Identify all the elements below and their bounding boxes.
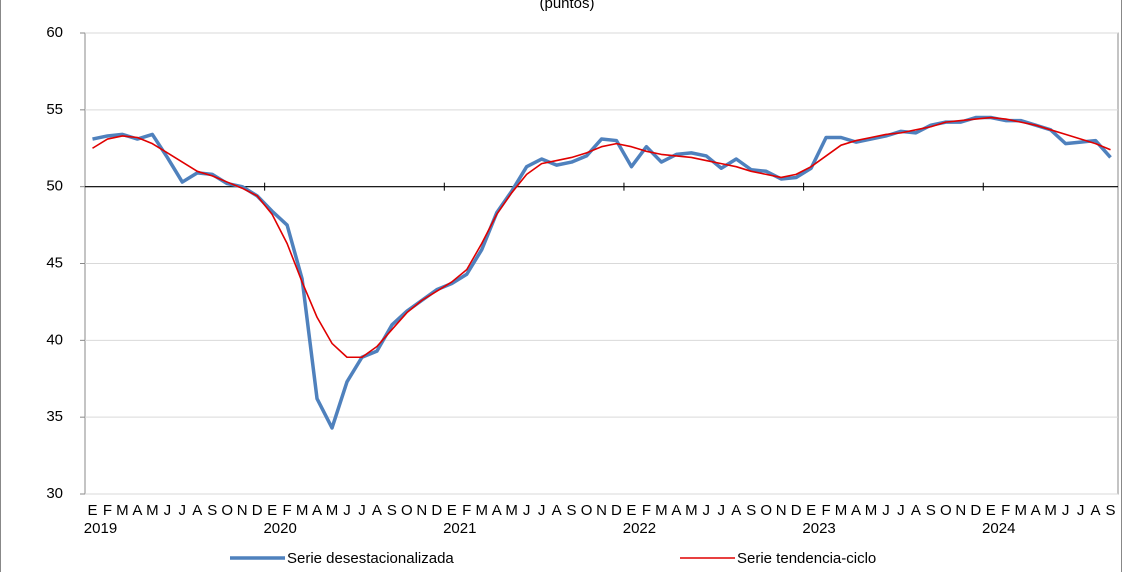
year-label: 2024 — [982, 520, 1015, 537]
x-tick-label: E — [267, 502, 277, 519]
x-tick-label: J — [164, 502, 172, 519]
x-tick-label: J — [358, 502, 366, 519]
y-tick-label: 40 — [46, 331, 63, 348]
x-tick-label: F — [103, 502, 112, 519]
year-label: 2022 — [623, 520, 656, 537]
x-tick-label: N — [596, 502, 607, 519]
x-tick-label: F — [1001, 502, 1010, 519]
x-tick-label: S — [387, 502, 397, 519]
year-label: 2020 — [263, 520, 296, 537]
x-tick-label: J — [882, 502, 890, 519]
x-tick-label: S — [746, 502, 756, 519]
legend-label: Serie tendencia-ciclo — [737, 550, 876, 567]
x-tick-label: J — [179, 502, 187, 519]
x-tick-label: M — [296, 502, 309, 519]
x-tick-label: N — [955, 502, 966, 519]
x-tick-label: N — [416, 502, 427, 519]
x-tick-label: J — [718, 502, 726, 519]
x-tick-label: F — [821, 502, 830, 519]
x-tick-label: A — [492, 502, 502, 519]
year-label: 2019 — [84, 520, 117, 537]
x-tick-label: J — [523, 502, 531, 519]
x-tick-label: E — [986, 502, 996, 519]
x-tick-label: E — [626, 502, 636, 519]
x-tick-label: M — [865, 502, 878, 519]
x-tick-label: O — [760, 502, 772, 519]
x-tick-label: D — [431, 502, 442, 519]
x-tick-label: S — [567, 502, 577, 519]
x-tick-label: D — [791, 502, 802, 519]
x-tick-label: M — [146, 502, 159, 519]
x-tick-label: O — [401, 502, 413, 519]
x-tick-label: M — [116, 502, 129, 519]
x-tick-label: J — [703, 502, 711, 519]
y-tick-label: 30 — [46, 485, 63, 502]
x-tick-label: J — [343, 502, 351, 519]
x-tick-label: F — [283, 502, 292, 519]
x-tick-label: M — [835, 502, 848, 519]
x-tick-label: E — [87, 502, 97, 519]
y-tick-label: 45 — [46, 254, 63, 271]
x-tick-label: N — [776, 502, 787, 519]
x-tick-label: F — [462, 502, 471, 519]
x-tick-label: M — [475, 502, 488, 519]
x-tick-label: N — [237, 502, 248, 519]
x-tick-label: O — [940, 502, 952, 519]
x-tick-label: M — [505, 502, 518, 519]
x-tick-label: M — [1014, 502, 1027, 519]
x-tick-label: A — [372, 502, 382, 519]
x-tick-label: O — [581, 502, 593, 519]
y-tick-label: 60 — [46, 24, 63, 41]
x-tick-label: A — [192, 502, 202, 519]
x-tick-label: D — [611, 502, 622, 519]
x-tick-label: A — [731, 502, 741, 519]
x-tick-label: M — [685, 502, 698, 519]
x-tick-label: A — [312, 502, 322, 519]
x-tick-label: A — [1091, 502, 1101, 519]
legend-label: Serie desestacionalizada — [287, 550, 454, 567]
x-tick-label: D — [252, 502, 263, 519]
y-tick-label: 50 — [46, 178, 63, 195]
x-tick-label: O — [221, 502, 233, 519]
series-line — [92, 116, 1111, 359]
x-tick-label: J — [1062, 502, 1070, 519]
x-tick-label: D — [970, 502, 981, 519]
x-tick-label: S — [926, 502, 936, 519]
y-tick-label: 35 — [46, 408, 63, 425]
x-tick-label: M — [655, 502, 668, 519]
x-tick-label: A — [851, 502, 861, 519]
y-tick-label: 55 — [46, 101, 63, 118]
x-tick-label: S — [1106, 502, 1116, 519]
x-tick-label: A — [552, 502, 562, 519]
x-tick-label: A — [132, 502, 142, 519]
x-tick-label: E — [447, 502, 457, 519]
x-tick-label: J — [897, 502, 905, 519]
x-tick-label: M — [1044, 502, 1057, 519]
x-tick-label: A — [911, 502, 921, 519]
series-line — [92, 115, 1112, 430]
x-tick-label: M — [326, 502, 339, 519]
chart-subtitle: (puntos) — [539, 0, 594, 12]
x-tick-label: F — [642, 502, 651, 519]
x-tick-label: A — [1031, 502, 1041, 519]
year-label: 2021 — [443, 520, 476, 537]
x-tick-label: J — [538, 502, 546, 519]
x-tick-label: A — [671, 502, 681, 519]
x-tick-label: E — [806, 502, 816, 519]
x-tick-label: S — [207, 502, 217, 519]
year-label: 2023 — [802, 520, 835, 537]
x-tick-label: J — [1077, 502, 1085, 519]
